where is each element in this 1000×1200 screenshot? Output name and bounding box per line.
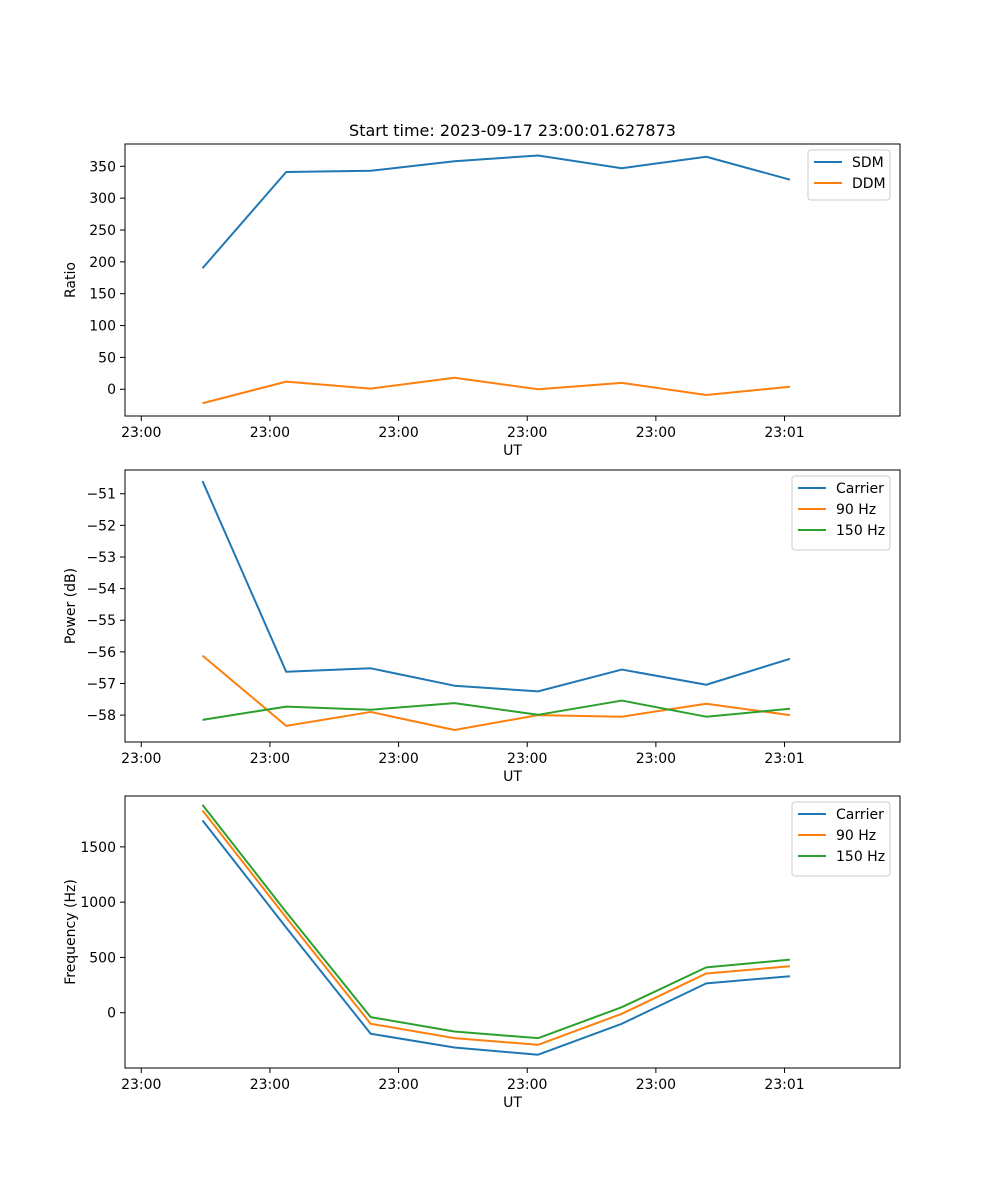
x-tick-label: 23:00 <box>507 425 547 441</box>
series-line-sdm <box>201 154 791 269</box>
y-tick-label: 150 <box>89 287 116 303</box>
y-tick-label: 500 <box>89 950 116 966</box>
series-line-90-hz <box>201 809 791 1046</box>
y-tick-label: −53 <box>86 550 116 566</box>
legend-entry: 90 Hz <box>836 828 876 844</box>
plot-area <box>124 143 901 417</box>
x-tick-label: 23:00 <box>636 751 676 767</box>
y-tick-label: 300 <box>89 191 116 207</box>
legend: Carrier 90 Hz 150 Hz <box>791 475 891 551</box>
legend-entry: Carrier <box>836 807 884 823</box>
x-axis-label: UT <box>503 769 522 785</box>
y-tick-label: 350 <box>89 159 116 175</box>
y-tick-label: 200 <box>89 255 116 271</box>
x-tick-label: 23:01 <box>764 1077 804 1093</box>
y-tick-label: 0 <box>107 1006 116 1022</box>
panel-3: 23:00 23:00 23:00 23:00 23:00 23:01 0 500 1000 15… <box>63 795 901 1111</box>
x-tick-label: 23:00 <box>250 425 290 441</box>
chart-title: Start time: 2023-09-17 23:00:01.627873 <box>349 121 676 140</box>
series-line-150-hz <box>202 699 791 721</box>
plot-area <box>124 795 901 1069</box>
series-line-ddm <box>202 376 791 405</box>
series-line-carrier <box>201 819 791 1056</box>
y-tick-label: −57 <box>86 676 116 692</box>
legend: SDM DDM <box>807 149 891 201</box>
legend-entry: Carrier <box>836 481 884 497</box>
y-tick-label: −58 <box>86 708 116 724</box>
x-tick-label: 23:00 <box>121 751 161 767</box>
x-axis-label: UT <box>503 1095 522 1111</box>
y-axis-label: Ratio <box>63 262 79 298</box>
y-tick-label: −52 <box>86 518 116 534</box>
series-line-90-hz <box>201 654 791 731</box>
legend-box <box>791 475 891 551</box>
y-axis-label: Power (dB) <box>63 568 79 644</box>
series-line-carrier <box>201 480 791 693</box>
y-tick-label: 250 <box>89 223 116 239</box>
x-tick-label: 23:00 <box>121 425 161 441</box>
x-tick-label: 23:01 <box>764 425 804 441</box>
y-tick-label: 100 <box>89 319 116 335</box>
panel-1: Start time: 2023-09-17 23:00:01.627873 23… <box>63 121 901 459</box>
y-tick-label: 50 <box>98 350 116 366</box>
x-tick-label: 23:00 <box>250 751 290 767</box>
y-axis-label: Frequency (Hz) <box>63 879 79 985</box>
y-tick-label: 1000 <box>80 895 116 911</box>
x-tick-label: 23:00 <box>378 751 418 767</box>
panel-2: 23:00 23:00 23:00 23:00 23:00 23:01 −58 −57 −56 −… <box>63 469 901 785</box>
x-tick-label: 23:00 <box>121 1077 161 1093</box>
legend: Carrier 90 Hz 150 Hz <box>791 801 891 877</box>
legend-entry: 90 Hz <box>836 502 876 518</box>
y-tick-label: −51 <box>86 487 116 503</box>
x-tick-label: 23:00 <box>636 1077 676 1093</box>
x-tick-label: 23:00 <box>250 1077 290 1093</box>
y-tick-label: −54 <box>86 582 116 598</box>
legend-entry: 150 Hz <box>836 523 885 539</box>
y-tick-label: 0 <box>107 382 116 398</box>
y-tick-label: −55 <box>86 613 116 629</box>
x-tick-label: 23:00 <box>636 425 676 441</box>
x-axis-label: UT <box>503 443 522 459</box>
x-tick-label: 23:00 <box>507 1077 547 1093</box>
y-tick-label: 1500 <box>80 840 116 856</box>
series-line-150-hz <box>201 804 791 1040</box>
x-tick-label: 23:01 <box>764 751 804 767</box>
x-tick-label: 23:00 <box>378 425 418 441</box>
y-tick-label: −56 <box>86 645 116 661</box>
x-tick-label: 23:00 <box>507 751 547 767</box>
plot-area <box>124 469 901 743</box>
legend-entry: SDM <box>852 155 884 171</box>
legend-entry: DDM <box>852 176 886 192</box>
x-tick-label: 23:00 <box>378 1077 418 1093</box>
legend-box <box>791 801 891 877</box>
legend-entry: 150 Hz <box>836 849 885 865</box>
